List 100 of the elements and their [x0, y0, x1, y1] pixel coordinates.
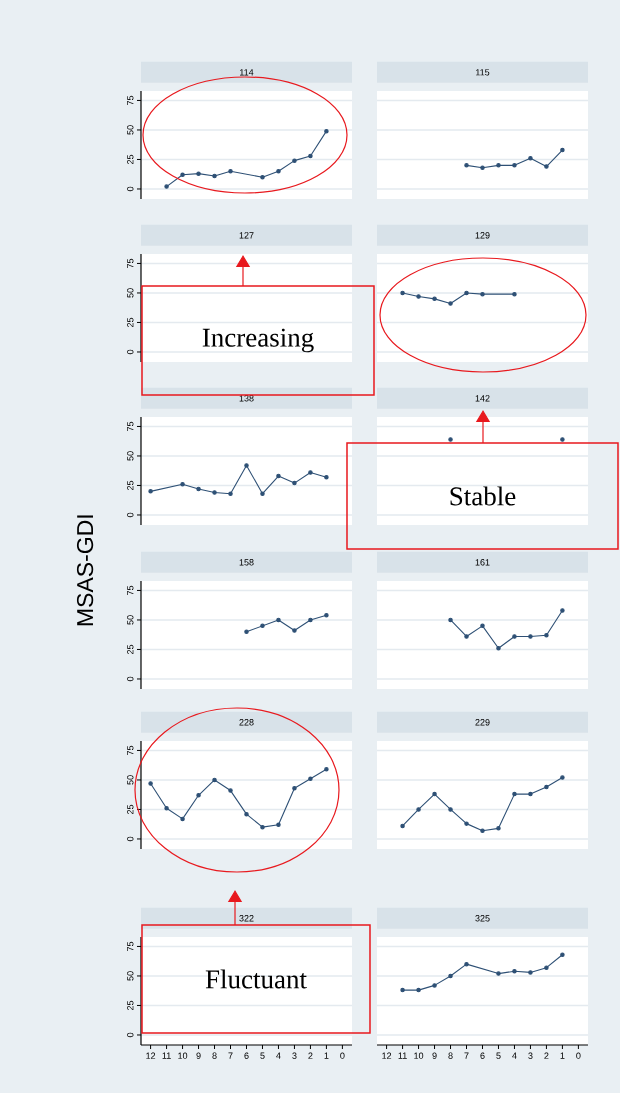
point	[528, 791, 533, 797]
point	[212, 173, 217, 179]
point	[196, 171, 201, 176]
point	[464, 634, 469, 639]
x-tick-label: 0	[340, 1052, 345, 1059]
point	[308, 776, 313, 782]
y-tick-label: 0	[127, 349, 134, 355]
point	[228, 169, 233, 174]
point	[180, 482, 185, 487]
point	[164, 184, 169, 189]
chart-title: 322	[239, 915, 254, 922]
point	[448, 301, 453, 306]
chart-title: 114	[240, 69, 254, 76]
x-tick-label: 7	[464, 1052, 469, 1059]
y-tick-label: 75	[127, 585, 134, 595]
x-tick-label: 2	[308, 1052, 313, 1059]
point	[244, 629, 249, 635]
y-tick-label: 50	[127, 451, 134, 461]
y-tick-label: 75	[127, 421, 134, 431]
point	[180, 172, 185, 178]
y-tick-label: 25	[127, 644, 134, 655]
point	[480, 291, 485, 297]
point	[244, 463, 249, 468]
point	[480, 828, 485, 833]
annotation: Increasing	[202, 328, 314, 353]
point	[560, 775, 565, 780]
point	[512, 968, 517, 974]
point	[276, 473, 281, 479]
point	[480, 165, 485, 170]
point	[480, 623, 485, 629]
point	[496, 971, 501, 976]
y-tick-label: 75	[127, 258, 134, 268]
x-tick-label: 3	[292, 1052, 297, 1059]
x-tick-label: 6	[480, 1052, 485, 1059]
y-tick-label: 25	[127, 1000, 134, 1011]
point	[260, 824, 265, 830]
x-tick-label: 0	[576, 1052, 581, 1059]
chart-title: 229	[475, 719, 490, 726]
y-tick-label: 0	[127, 512, 134, 518]
y-tick-label: 50	[127, 288, 134, 298]
chart-title: 129	[475, 232, 490, 239]
point	[544, 633, 549, 638]
point	[180, 816, 185, 822]
x-tick-label: 10	[178, 1052, 188, 1059]
y-tick-label: 75	[127, 745, 134, 755]
point	[416, 807, 421, 812]
point	[432, 296, 437, 302]
point	[260, 174, 265, 180]
point	[496, 646, 501, 651]
chart-title: 127	[239, 232, 254, 239]
point	[228, 491, 233, 496]
y-tick-label: 0	[127, 1032, 134, 1038]
x-tick-label: 4	[512, 1052, 517, 1059]
chart-title: 138	[239, 395, 254, 402]
x-tick-label: 12	[146, 1052, 156, 1059]
point	[292, 158, 297, 163]
point	[276, 169, 281, 174]
point	[324, 767, 329, 772]
x-tick-label: 6	[244, 1052, 249, 1059]
point	[464, 163, 469, 168]
x-tick-label: 4	[276, 1052, 281, 1059]
point	[544, 164, 549, 169]
point	[496, 163, 501, 168]
point	[400, 290, 405, 296]
point	[544, 965, 549, 970]
point	[512, 791, 517, 797]
point	[464, 821, 469, 826]
point	[308, 153, 313, 159]
y-tick-label: 50	[127, 775, 134, 785]
y-axis-title: MSAS-GDI	[76, 515, 94, 626]
y-tick-label: 50	[127, 971, 134, 981]
point	[292, 785, 297, 791]
x-tick-label: 3	[528, 1052, 533, 1059]
chart-title: 228	[239, 719, 254, 726]
point	[276, 617, 281, 623]
point	[448, 617, 453, 623]
point	[512, 291, 517, 297]
point	[308, 470, 313, 475]
point	[448, 973, 453, 979]
point	[324, 474, 329, 480]
point	[560, 952, 565, 957]
point	[464, 290, 469, 296]
point	[400, 987, 405, 993]
x-tick-label: 5	[260, 1052, 265, 1059]
x-tick-label: 7	[228, 1052, 233, 1059]
y-tick-label: 75	[127, 95, 134, 105]
x-tick-label: 12	[382, 1052, 392, 1059]
x-tick-label: 2	[544, 1052, 549, 1059]
y-tick-label: 25	[127, 317, 134, 328]
x-tick-label: 9	[432, 1052, 437, 1059]
point	[400, 823, 405, 829]
point	[308, 617, 313, 623]
point	[148, 781, 153, 786]
x-tick-label: 8	[448, 1052, 453, 1059]
point	[416, 987, 421, 993]
point	[260, 623, 265, 629]
y-tick-label: 25	[127, 804, 134, 815]
point	[324, 612, 329, 618]
x-tick-label: 8	[212, 1052, 217, 1059]
y-tick-label: 0	[127, 836, 134, 842]
